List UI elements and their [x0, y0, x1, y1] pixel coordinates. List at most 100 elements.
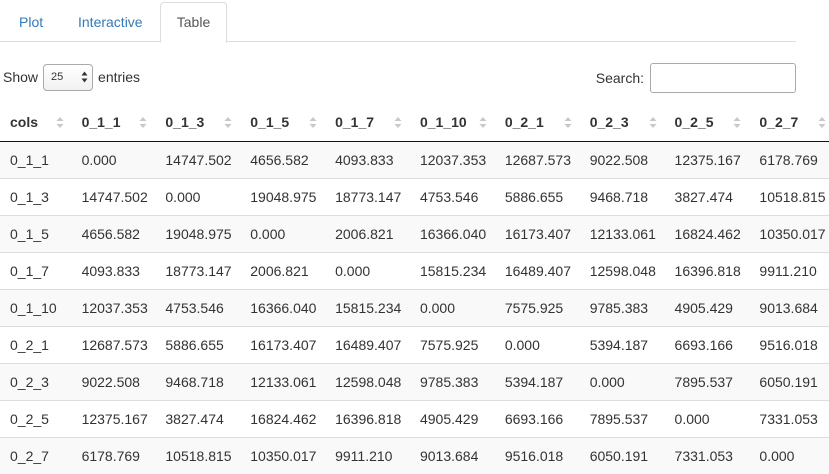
table-cell: 12037.353	[71, 288, 156, 326]
table-cell: 6178.769	[71, 436, 156, 474]
row-label-cell: 0_2_3	[0, 362, 72, 400]
column-header-label: 0_2_1	[504, 114, 544, 131]
column-header-label: 0_1_10	[419, 114, 467, 131]
show-label: Show	[3, 69, 39, 85]
row-label-cell: 0_1_5	[0, 214, 72, 252]
table-cell: 7575.925	[494, 288, 580, 326]
table-cell: 16396.818	[664, 251, 750, 289]
table-cell: 5886.655	[494, 177, 580, 215]
column-header[interactable]: 0_2_3	[579, 104, 665, 142]
table-cell: 16366.040	[409, 214, 495, 252]
table-cell: 15815.234	[325, 288, 410, 326]
column-header-label: 0_2_5	[674, 114, 714, 131]
table-cell: 0.000	[325, 251, 410, 289]
sort-both-icon	[56, 117, 64, 128]
table-cell: 0.000	[409, 288, 495, 326]
column-header[interactable]: cols	[0, 104, 72, 142]
row-label-cell: 0_1_10	[0, 288, 72, 326]
tab-plot[interactable]: Plot	[19, 14, 44, 30]
table-cell: 0.000	[494, 325, 580, 363]
table-cell: 6693.166	[494, 399, 580, 437]
table-row: 0_1_3 14747.502 0.000 19048.975 18773.147 475…	[0, 177, 829, 215]
column-header-label: cols	[10, 114, 39, 131]
table-cell: 0.000	[749, 436, 829, 474]
column-header[interactable]: 0_1_1	[71, 104, 156, 142]
table-cell: 16489.407	[325, 325, 410, 363]
table-cell: 7575.925	[409, 325, 495, 363]
table-cell: 9516.018	[749, 325, 829, 363]
sort-both-icon	[309, 117, 317, 128]
entries-select[interactable]: 25	[43, 63, 94, 91]
table-cell: 3827.474	[664, 177, 750, 215]
tab-table[interactable]: Table	[160, 2, 227, 43]
table-cell: 7331.053	[749, 399, 829, 437]
table-cell: 12133.061	[240, 362, 326, 400]
column-header-label: 0_1_3	[165, 114, 205, 131]
table-row: 0_1_10 12037.353 4753.546 16366.040 15815.23…	[0, 288, 829, 326]
column-header[interactable]: 0_2_1	[494, 104, 580, 142]
table-cell: 9468.718	[155, 362, 241, 400]
table-row: 0_2_3 9022.508 9468.718 12133.061 12598.048 9…	[0, 362, 829, 400]
table-cell: 10518.815	[155, 436, 241, 474]
select-updown-icon	[81, 71, 88, 82]
table-cell: 9013.684	[409, 436, 495, 474]
column-header-label: 0_1_5	[250, 114, 290, 131]
column-header-label: 0_2_3	[589, 114, 629, 131]
table-cell: 4753.546	[155, 288, 241, 326]
column-header[interactable]: 0_1_5	[240, 104, 326, 142]
column-header-label: 0_2_7	[759, 114, 799, 131]
sort-both-icon	[649, 117, 657, 128]
table-cell: 4093.833	[325, 141, 410, 178]
table-cell: 16173.407	[494, 214, 580, 252]
table-cell: 5886.655	[155, 325, 241, 363]
search-control: Search:	[596, 63, 796, 93]
table-cell: 6693.166	[664, 325, 750, 363]
table-cell: 16489.407	[494, 251, 580, 289]
column-header-label: 0_1_7	[335, 114, 375, 131]
table-cell: 12375.167	[664, 141, 750, 178]
column-header[interactable]: 0_1_7	[325, 104, 410, 142]
table-cell: 4656.582	[71, 214, 156, 252]
column-header[interactable]: 0_2_5	[664, 104, 750, 142]
table-cell: 3827.474	[155, 399, 241, 437]
table-cell: 10350.017	[749, 214, 829, 252]
search-input[interactable]	[650, 63, 796, 93]
table-cell: 7331.053	[664, 436, 750, 474]
table-row: 0_1_5 4656.582 19048.975 0.000 2006.821 16366…	[0, 214, 829, 252]
entries-select-value: 25	[51, 70, 64, 83]
column-header[interactable]: 0_2_7	[749, 104, 829, 142]
tab-bar: Plot Interactive Table	[0, 0, 796, 43]
table-row: 0_2_7 6178.769 10518.815 10350.017 9911.210 9…	[0, 436, 829, 474]
table-cell: 12375.167	[71, 399, 156, 437]
entries-label: entries	[98, 69, 141, 85]
tab-interactive[interactable]: Interactive	[78, 14, 143, 30]
table-cell: 18773.147	[155, 251, 241, 289]
table-cell: 0.000	[155, 177, 241, 215]
search-label: Search:	[595, 70, 644, 86]
table-cell: 16173.407	[240, 325, 326, 363]
table-cell: 9013.684	[749, 288, 829, 326]
table-cell: 9911.210	[749, 251, 829, 289]
table-cell: 9911.210	[325, 436, 410, 474]
column-header[interactable]: 0_1_10	[409, 104, 495, 142]
sort-both-icon	[564, 117, 572, 128]
column-header[interactable]: 0_1_3	[155, 104, 241, 142]
table-cell: 19048.975	[240, 177, 326, 215]
table-cell: 2006.821	[240, 251, 326, 289]
table-cell: 0.000	[71, 141, 156, 178]
table-cell: 4656.582	[240, 141, 326, 178]
row-label-cell: 0_2_7	[0, 436, 72, 474]
table-cell: 14747.502	[71, 177, 156, 215]
table-cell: 6050.191	[579, 436, 665, 474]
row-label-cell: 0_2_1	[0, 325, 72, 363]
table-cell: 7895.537	[664, 362, 750, 400]
column-header-label: 0_1_1	[81, 114, 121, 131]
table-cell: 16824.462	[664, 214, 750, 252]
table-cell: 16366.040	[240, 288, 326, 326]
table-body: 0_1_1 0.000 14747.502 4656.582 4093.833 12037…	[0, 141, 829, 474]
table-cell: 5394.187	[494, 362, 580, 400]
row-label-cell: 0_1_3	[0, 177, 72, 215]
table-cell: 0.000	[240, 214, 326, 252]
table-cell: 2006.821	[325, 214, 410, 252]
table-cell: 9468.718	[579, 177, 665, 215]
